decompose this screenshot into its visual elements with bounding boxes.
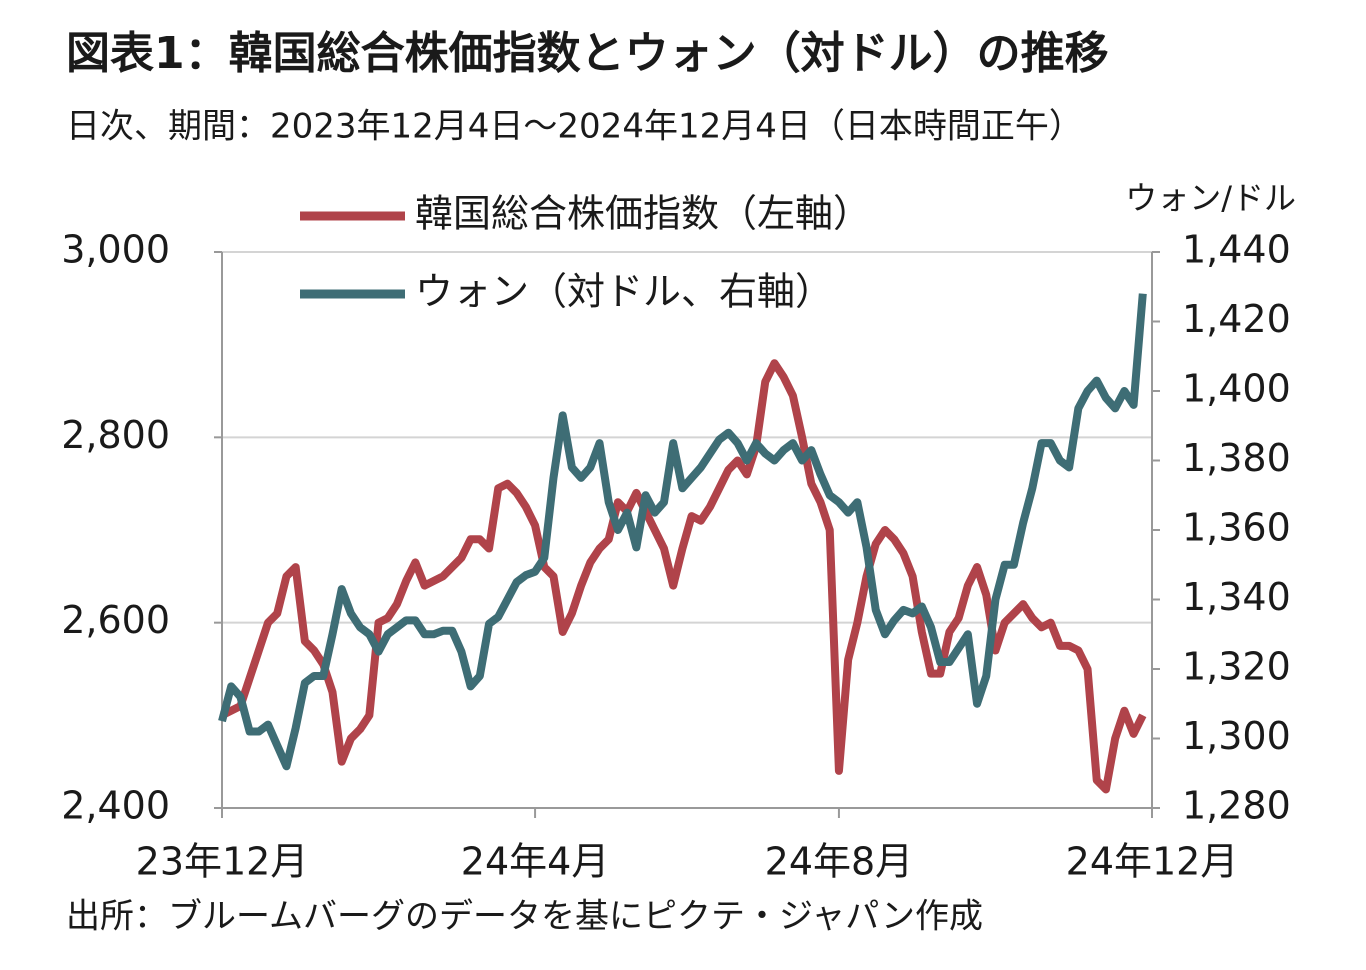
y2-tick-label: 1,440 <box>1182 228 1291 272</box>
y2-tick-label: 1,320 <box>1182 645 1291 689</box>
y-tick-label: 2,600 <box>61 598 170 642</box>
y2-axis-label: ウォン/ドル <box>1125 179 1296 217</box>
source-note: 出所：ブルームバーグのデータを基にピクテ・ジャパン作成 <box>66 897 983 937</box>
x-tick-label: 23年12月 <box>136 840 309 884</box>
chart-title: 図表1：韓国総合株価指数とウォン（対ドル）の推移 <box>66 28 1109 79</box>
y-tick-label: 2,400 <box>61 784 170 828</box>
chart-subtitle: 日次、期間：2023年12月4日～2024年12月4日（日本時間正午） <box>66 107 1083 147</box>
y2-tick-label: 1,300 <box>1182 714 1291 758</box>
y2-tick-label: 1,340 <box>1182 575 1291 619</box>
y-tick-label: 3,000 <box>61 228 170 272</box>
legend-label: 韓国総合株価指数（左軸） <box>415 192 871 236</box>
series-line <box>218 293 1147 771</box>
x-tick-label: 24年8月 <box>765 840 914 884</box>
y2-tick-label: 1,400 <box>1182 367 1291 411</box>
legend-label: ウォン（対ドル、右軸） <box>415 270 833 314</box>
y2-tick-label: 1,380 <box>1182 436 1291 480</box>
y-tick-label: 2,800 <box>61 413 170 457</box>
x-tick-label: 24年12月 <box>1066 840 1239 884</box>
y2-tick-label: 1,360 <box>1182 506 1291 550</box>
y2-tick-label: 1,280 <box>1182 784 1291 828</box>
y2-tick-label: 1,420 <box>1182 297 1291 341</box>
x-tick-label: 24年4月 <box>461 840 610 884</box>
